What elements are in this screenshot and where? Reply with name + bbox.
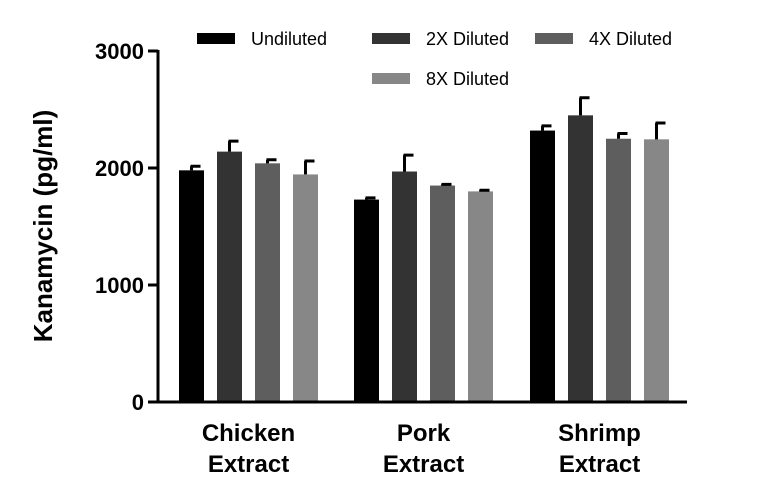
error-bar [228, 139, 239, 152]
bar [606, 138, 631, 402]
bars [179, 115, 669, 402]
bar [179, 170, 204, 402]
bar [293, 174, 318, 402]
bar [217, 151, 242, 402]
error-bar [617, 131, 628, 139]
bar [568, 115, 593, 402]
x-category-label: Extract [383, 451, 464, 478]
y-tick-label: 1000 [95, 273, 144, 298]
legend-swatch [372, 73, 410, 84]
error-bar [403, 153, 414, 172]
legend-swatch [535, 33, 573, 44]
error-bar [266, 158, 277, 164]
error-bar [190, 164, 201, 171]
y-tick-label: 2000 [95, 156, 144, 181]
x-category-label: Pork [397, 420, 451, 447]
x-category-label: Extract [559, 451, 640, 478]
x-category-label: Shrimp [558, 420, 641, 447]
x-axis-labels: Chicken Extract Pork Extract Shrimp Extract [202, 420, 641, 478]
error-bar [304, 159, 315, 175]
legend-label: 4X Diluted [589, 29, 672, 49]
bar [354, 199, 379, 402]
error-bars [190, 96, 666, 200]
y-tick-label: 0 [132, 390, 144, 415]
legend-swatch [197, 33, 235, 44]
error-bar [655, 121, 666, 140]
y-tick-label: 3000 [95, 39, 144, 64]
error-bar [541, 124, 552, 131]
legend-label: 8X Diluted [426, 69, 509, 89]
bar [392, 171, 417, 402]
x-category-label: Extract [208, 451, 289, 478]
error-bar [365, 196, 376, 200]
x-category-label: Chicken [202, 420, 295, 447]
legend: Undiluted 2X Diluted 4X Diluted 8X Diluted [197, 29, 672, 89]
legend-label: Undiluted [251, 29, 327, 49]
bar [430, 185, 455, 402]
bar [530, 130, 555, 402]
error-bar [479, 188, 490, 192]
error-bar [441, 182, 452, 186]
legend-label: 2X Diluted [426, 29, 509, 49]
y-axis-ticks: 0 1000 2000 3000 [95, 39, 158, 415]
legend-swatch [372, 33, 410, 44]
bar [644, 139, 669, 402]
y-axis-title: Kanamycin (pg/ml) [28, 110, 58, 343]
bar [468, 191, 493, 402]
error-bar [579, 96, 590, 116]
bar [255, 163, 280, 402]
